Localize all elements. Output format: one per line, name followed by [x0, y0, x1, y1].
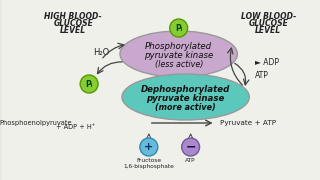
Text: −: − — [185, 141, 196, 154]
Circle shape — [170, 19, 188, 37]
Circle shape — [182, 138, 200, 156]
Text: H₂O: H₂O — [93, 48, 109, 57]
Text: (less active): (less active) — [155, 60, 203, 69]
Text: + ADP + H⁺: + ADP + H⁺ — [56, 124, 96, 130]
Text: LEVEL: LEVEL — [255, 26, 281, 35]
Text: +: + — [144, 142, 154, 152]
Circle shape — [80, 75, 98, 93]
Text: Phosphoenolpyruvate: Phosphoenolpyruvate — [0, 120, 72, 126]
Ellipse shape — [122, 74, 249, 120]
Text: pyruvate kinase: pyruvate kinase — [147, 93, 225, 102]
Text: ► ADP: ► ADP — [255, 57, 279, 66]
Text: Pyruvate + ATP: Pyruvate + ATP — [220, 120, 276, 126]
Circle shape — [140, 138, 158, 156]
Text: Phosphorylated: Phosphorylated — [145, 42, 212, 51]
Text: Fructose
1,6-bisphosphate: Fructose 1,6-bisphosphate — [124, 158, 174, 169]
Text: ATP: ATP — [255, 71, 269, 80]
Text: GLUCOSE: GLUCOSE — [53, 19, 93, 28]
Text: ATP: ATP — [185, 158, 196, 163]
Ellipse shape — [120, 31, 237, 77]
Text: HIGH BLOOD-: HIGH BLOOD- — [44, 12, 102, 21]
Text: (more active): (more active) — [155, 102, 216, 111]
Text: LEVEL: LEVEL — [60, 26, 86, 35]
Text: LOW BLOOD-: LOW BLOOD- — [241, 12, 296, 21]
Text: Dephosphorylated: Dephosphorylated — [141, 84, 230, 93]
Text: Pᵢ: Pᵢ — [175, 24, 182, 33]
Text: pyruvate kinase: pyruvate kinase — [144, 51, 213, 60]
Text: Pᵢ: Pᵢ — [85, 80, 93, 89]
Text: GLUCOSE: GLUCOSE — [248, 19, 288, 28]
